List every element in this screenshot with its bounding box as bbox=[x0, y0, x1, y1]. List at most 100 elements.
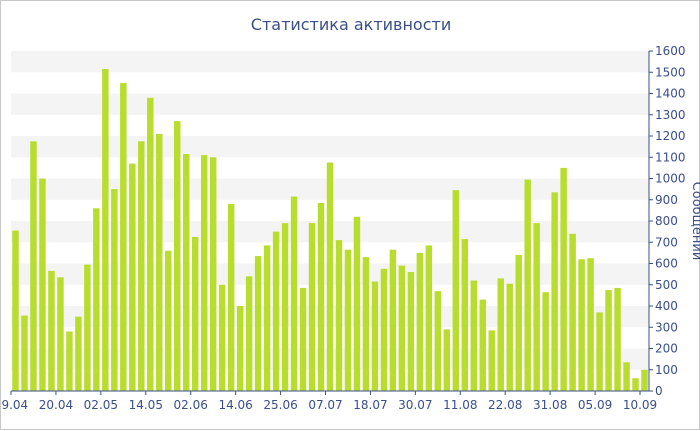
bar bbox=[353, 216, 361, 391]
grid-band bbox=[11, 93, 649, 115]
bar bbox=[506, 283, 513, 391]
bar bbox=[102, 69, 109, 391]
bar bbox=[461, 239, 469, 391]
bar bbox=[470, 280, 478, 391]
y-tick-label: 100 bbox=[655, 363, 678, 377]
bar bbox=[138, 141, 145, 391]
bar bbox=[389, 249, 397, 391]
x-tick-label: 09.04 bbox=[1, 398, 28, 412]
bar bbox=[227, 204, 235, 391]
bar bbox=[362, 257, 370, 391]
x-tick-label: 14.06 bbox=[218, 398, 252, 412]
bar bbox=[263, 245, 271, 391]
bar bbox=[120, 82, 127, 391]
bar bbox=[272, 231, 280, 391]
x-tick-label: 25.06 bbox=[263, 398, 297, 412]
bar bbox=[245, 276, 253, 391]
y-tick-label: 800 bbox=[655, 214, 678, 228]
bar bbox=[578, 259, 585, 391]
bar bbox=[111, 189, 118, 391]
x-tick-label: 05.09 bbox=[578, 398, 612, 412]
bar bbox=[542, 292, 549, 391]
bar bbox=[614, 287, 621, 391]
bar bbox=[236, 306, 244, 391]
bar bbox=[191, 236, 199, 391]
bar bbox=[317, 202, 325, 391]
bar bbox=[308, 223, 316, 391]
bar bbox=[129, 163, 136, 391]
bar bbox=[254, 256, 262, 391]
bar bbox=[623, 362, 630, 391]
x-tick-label: 14.05 bbox=[129, 398, 163, 412]
bar bbox=[551, 192, 558, 391]
bar bbox=[39, 178, 46, 391]
bar bbox=[57, 277, 64, 391]
x-tick-label: 22.08 bbox=[488, 398, 522, 412]
y-tick-label: 400 bbox=[655, 299, 678, 313]
bar bbox=[524, 179, 531, 391]
bar bbox=[326, 162, 334, 391]
bar bbox=[209, 157, 217, 391]
bar bbox=[218, 284, 226, 391]
bar bbox=[569, 233, 576, 391]
y-tick-label: 1600 bbox=[655, 44, 686, 58]
bar bbox=[165, 250, 172, 391]
bar bbox=[147, 97, 154, 391]
y-tick-label: 0 bbox=[655, 384, 663, 398]
y-tick-label: 1500 bbox=[655, 65, 686, 79]
bar bbox=[434, 291, 442, 391]
bar bbox=[605, 290, 612, 391]
y-tick-label: 900 bbox=[655, 193, 678, 207]
bar bbox=[344, 249, 352, 391]
bar bbox=[452, 190, 460, 391]
bar bbox=[488, 330, 495, 391]
x-tick-label: 07.07 bbox=[308, 398, 342, 412]
bar bbox=[281, 223, 289, 391]
bar bbox=[632, 378, 639, 391]
y-tick-label: 300 bbox=[655, 320, 678, 334]
bar bbox=[560, 167, 567, 391]
y-tick-label: 1400 bbox=[655, 87, 686, 101]
y-tick-label: 200 bbox=[655, 342, 678, 356]
bar bbox=[21, 315, 28, 391]
x-tick-label: 11.08 bbox=[443, 398, 477, 412]
y-axis-label: Сообщений bbox=[689, 182, 700, 261]
x-tick-label: 10.09 bbox=[623, 398, 657, 412]
bar bbox=[479, 299, 486, 391]
bar bbox=[443, 329, 451, 391]
bar bbox=[515, 255, 522, 391]
bar bbox=[200, 155, 208, 391]
bar bbox=[290, 196, 298, 391]
grid-band bbox=[11, 51, 649, 73]
bar bbox=[398, 265, 406, 391]
x-tick-label: 20.04 bbox=[39, 398, 73, 412]
y-tick-label: 1200 bbox=[655, 129, 686, 143]
y-tick-label: 1300 bbox=[655, 108, 686, 122]
x-tick-label: 02.05 bbox=[84, 398, 118, 412]
chart-title: Статистика активности bbox=[250, 15, 452, 34]
bar bbox=[641, 369, 648, 391]
grid-band bbox=[11, 136, 649, 158]
bar bbox=[30, 141, 37, 391]
x-tick-label: 30.07 bbox=[398, 398, 432, 412]
y-tick-label: 1000 bbox=[655, 172, 686, 186]
y-tick-label: 600 bbox=[655, 257, 678, 271]
bar bbox=[84, 264, 91, 391]
bar bbox=[75, 316, 82, 391]
y-tick-label: 500 bbox=[655, 278, 678, 292]
y-tick-label: 700 bbox=[655, 235, 678, 249]
bar bbox=[12, 230, 19, 391]
y-tick-label: 1100 bbox=[655, 150, 686, 164]
bar bbox=[596, 312, 603, 391]
bar bbox=[335, 240, 343, 391]
bar bbox=[425, 245, 433, 391]
x-tick-label: 18.07 bbox=[353, 398, 387, 412]
bar bbox=[407, 272, 415, 391]
bar bbox=[93, 208, 100, 391]
x-tick-label: 02.06 bbox=[174, 398, 208, 412]
bar bbox=[182, 154, 190, 391]
bar bbox=[66, 331, 73, 391]
bar bbox=[497, 278, 504, 391]
